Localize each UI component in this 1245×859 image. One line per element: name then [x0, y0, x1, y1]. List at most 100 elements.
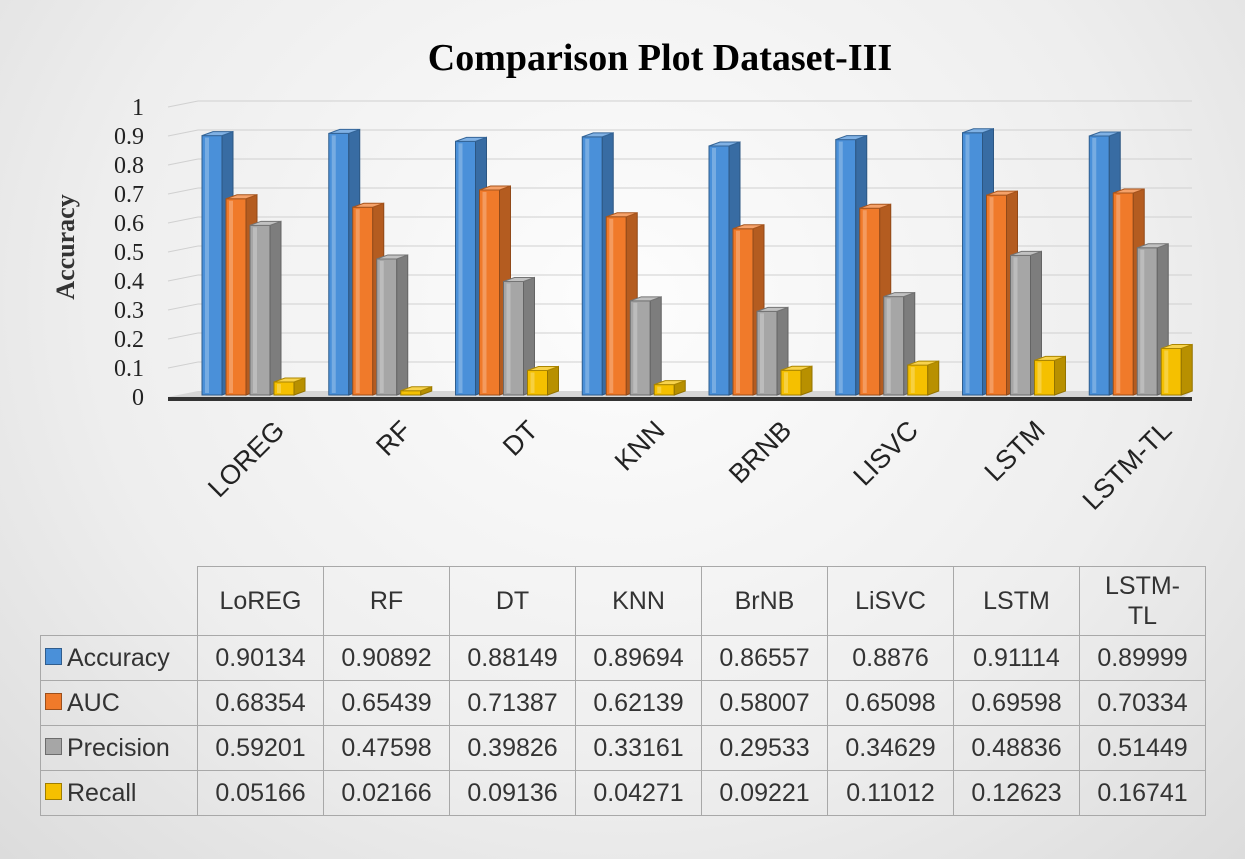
table-cell: 0.51449 — [1079, 725, 1206, 771]
table-header-cell: KNN — [575, 566, 702, 636]
x-tick-label: LSTM — [979, 415, 1051, 487]
table-header-cell: LoREG — [197, 566, 324, 636]
series-name: Precision — [67, 733, 170, 762]
gridline-depth — [167, 129, 199, 137]
table-cell: 0.90892 — [323, 635, 450, 681]
bar-top — [249, 220, 282, 226]
bar-top — [1089, 131, 1121, 137]
bar-top — [708, 141, 741, 147]
table-cell: 0.89999 — [1079, 635, 1206, 681]
table-cell: 0.34629 — [827, 725, 954, 771]
bar-highlight — [633, 302, 638, 393]
y-tick-label: 0.7 — [114, 182, 144, 208]
table-row: Accuracy 0.90134 0.90892 0.88149 0.89694 0.86… — [40, 635, 1206, 681]
table-row: Precision 0.59201 0.47598 0.39826 0.33161 0.2… — [40, 725, 1206, 771]
gridline-depth — [167, 303, 199, 311]
bar-top — [630, 296, 662, 302]
bar-highlight — [585, 138, 590, 393]
bar-top — [455, 136, 487, 142]
bar-top — [780, 365, 813, 371]
table-cell: 0.11012 — [827, 770, 954, 816]
bar-side — [547, 365, 559, 396]
bar-top — [654, 380, 686, 386]
y-tick-label: 0.4 — [114, 269, 144, 295]
bar-highlight — [886, 298, 891, 393]
table-cell: 0.62139 — [575, 680, 702, 726]
table-cell: 0.69598 — [953, 680, 1080, 726]
table-cell: 0.71387 — [449, 680, 576, 726]
x-tick-label: LISVC — [848, 415, 924, 491]
table-row-label: Accuracy — [40, 635, 198, 681]
bar-highlight — [458, 143, 463, 393]
table-cell: 0.47598 — [323, 725, 450, 771]
bar-highlight — [506, 283, 511, 393]
bar-top — [527, 366, 559, 372]
bar-top — [962, 128, 994, 134]
bars — [201, 128, 1193, 396]
gridline-depth — [167, 332, 199, 340]
bar-top — [273, 377, 306, 383]
table-row-label: AUC — [40, 680, 198, 726]
table-header-cell: LSTM — [953, 566, 1080, 636]
x-tick-label: LOREG — [202, 415, 290, 503]
table-header-row: LoREG RF DT KNN BrNB LiSVC LSTM LSTM- TL — [41, 566, 1206, 636]
bar-top — [907, 360, 939, 366]
table-cell: 0.05166 — [197, 770, 324, 816]
bar-top — [1113, 188, 1145, 194]
bar-highlight — [1116, 195, 1121, 393]
gridline-depth — [167, 216, 199, 224]
table-cell: 0.39826 — [449, 725, 576, 771]
data-table: LoREG RF DT KNN BrNB LiSVC LSTM LSTM- TL Accurac… — [40, 566, 1206, 816]
bar-highlight — [657, 386, 662, 393]
bar-top — [479, 185, 511, 191]
bar-highlight — [229, 200, 233, 393]
table-row: AUC 0.68354 0.65439 0.71387 0.62139 0.58007 0.… — [40, 680, 1206, 726]
bar-side — [1180, 343, 1193, 396]
table-cell: 0.12623 — [953, 770, 1080, 816]
bar-highlight — [253, 227, 257, 393]
bar-highlight — [205, 137, 209, 393]
legend-key-icon — [45, 738, 62, 756]
gridline-depth — [167, 245, 199, 253]
table-header-cell: LiSVC — [827, 566, 954, 636]
bar-highlight — [712, 147, 716, 393]
bar-side — [269, 220, 282, 396]
bar-top — [986, 190, 1018, 196]
y-tick-label: 0.6 — [114, 211, 144, 237]
bar-highlight — [1140, 249, 1145, 393]
bar-top — [503, 277, 535, 283]
table-cell: 0.09136 — [449, 770, 576, 816]
bar-top — [883, 292, 915, 298]
gridline-depth — [167, 274, 199, 282]
bar-side — [649, 296, 662, 396]
gridline-depth — [167, 158, 199, 166]
bar-side — [396, 254, 409, 396]
bar-top — [732, 224, 765, 230]
table-cell: 0.02166 — [323, 770, 450, 816]
bar-top — [606, 212, 638, 218]
table-row-label: Recall — [40, 770, 198, 816]
bar-highlight — [1037, 362, 1042, 393]
table-cell: 0.29533 — [701, 725, 828, 771]
y-tick-label: 0.2 — [114, 327, 144, 353]
table-cell: 0.8876 — [827, 635, 954, 681]
bar-highlight — [760, 313, 764, 393]
table-cell: 0.04271 — [575, 770, 702, 816]
x-axis-ticks: LOREG RF DT KNN BRNB LISVC LSTM LSTM-TL — [202, 415, 1177, 516]
legend-key-icon — [45, 783, 62, 801]
y-axis-ticks: 0 0.1 0.2 0.3 0.4 0.5 0.6 0.7 0.8 0.9 1 — [114, 95, 144, 411]
table-header-cell: LSTM- TL — [1079, 566, 1206, 636]
bar-highlight — [784, 372, 788, 393]
y-tick-label: 0.3 — [114, 298, 144, 324]
bar-highlight — [910, 367, 915, 393]
bar-top — [1137, 243, 1169, 249]
table-row-label: Precision — [40, 725, 198, 771]
bar-highlight — [736, 230, 740, 393]
bar-top — [400, 386, 432, 392]
table-header-cell: DT — [449, 566, 576, 636]
bar-highlight — [530, 372, 535, 393]
table-cell: 0.86557 — [701, 635, 828, 681]
bar-highlight — [1164, 350, 1169, 393]
bar-top — [376, 254, 408, 260]
y-axis-label: Accuracy — [51, 194, 80, 299]
